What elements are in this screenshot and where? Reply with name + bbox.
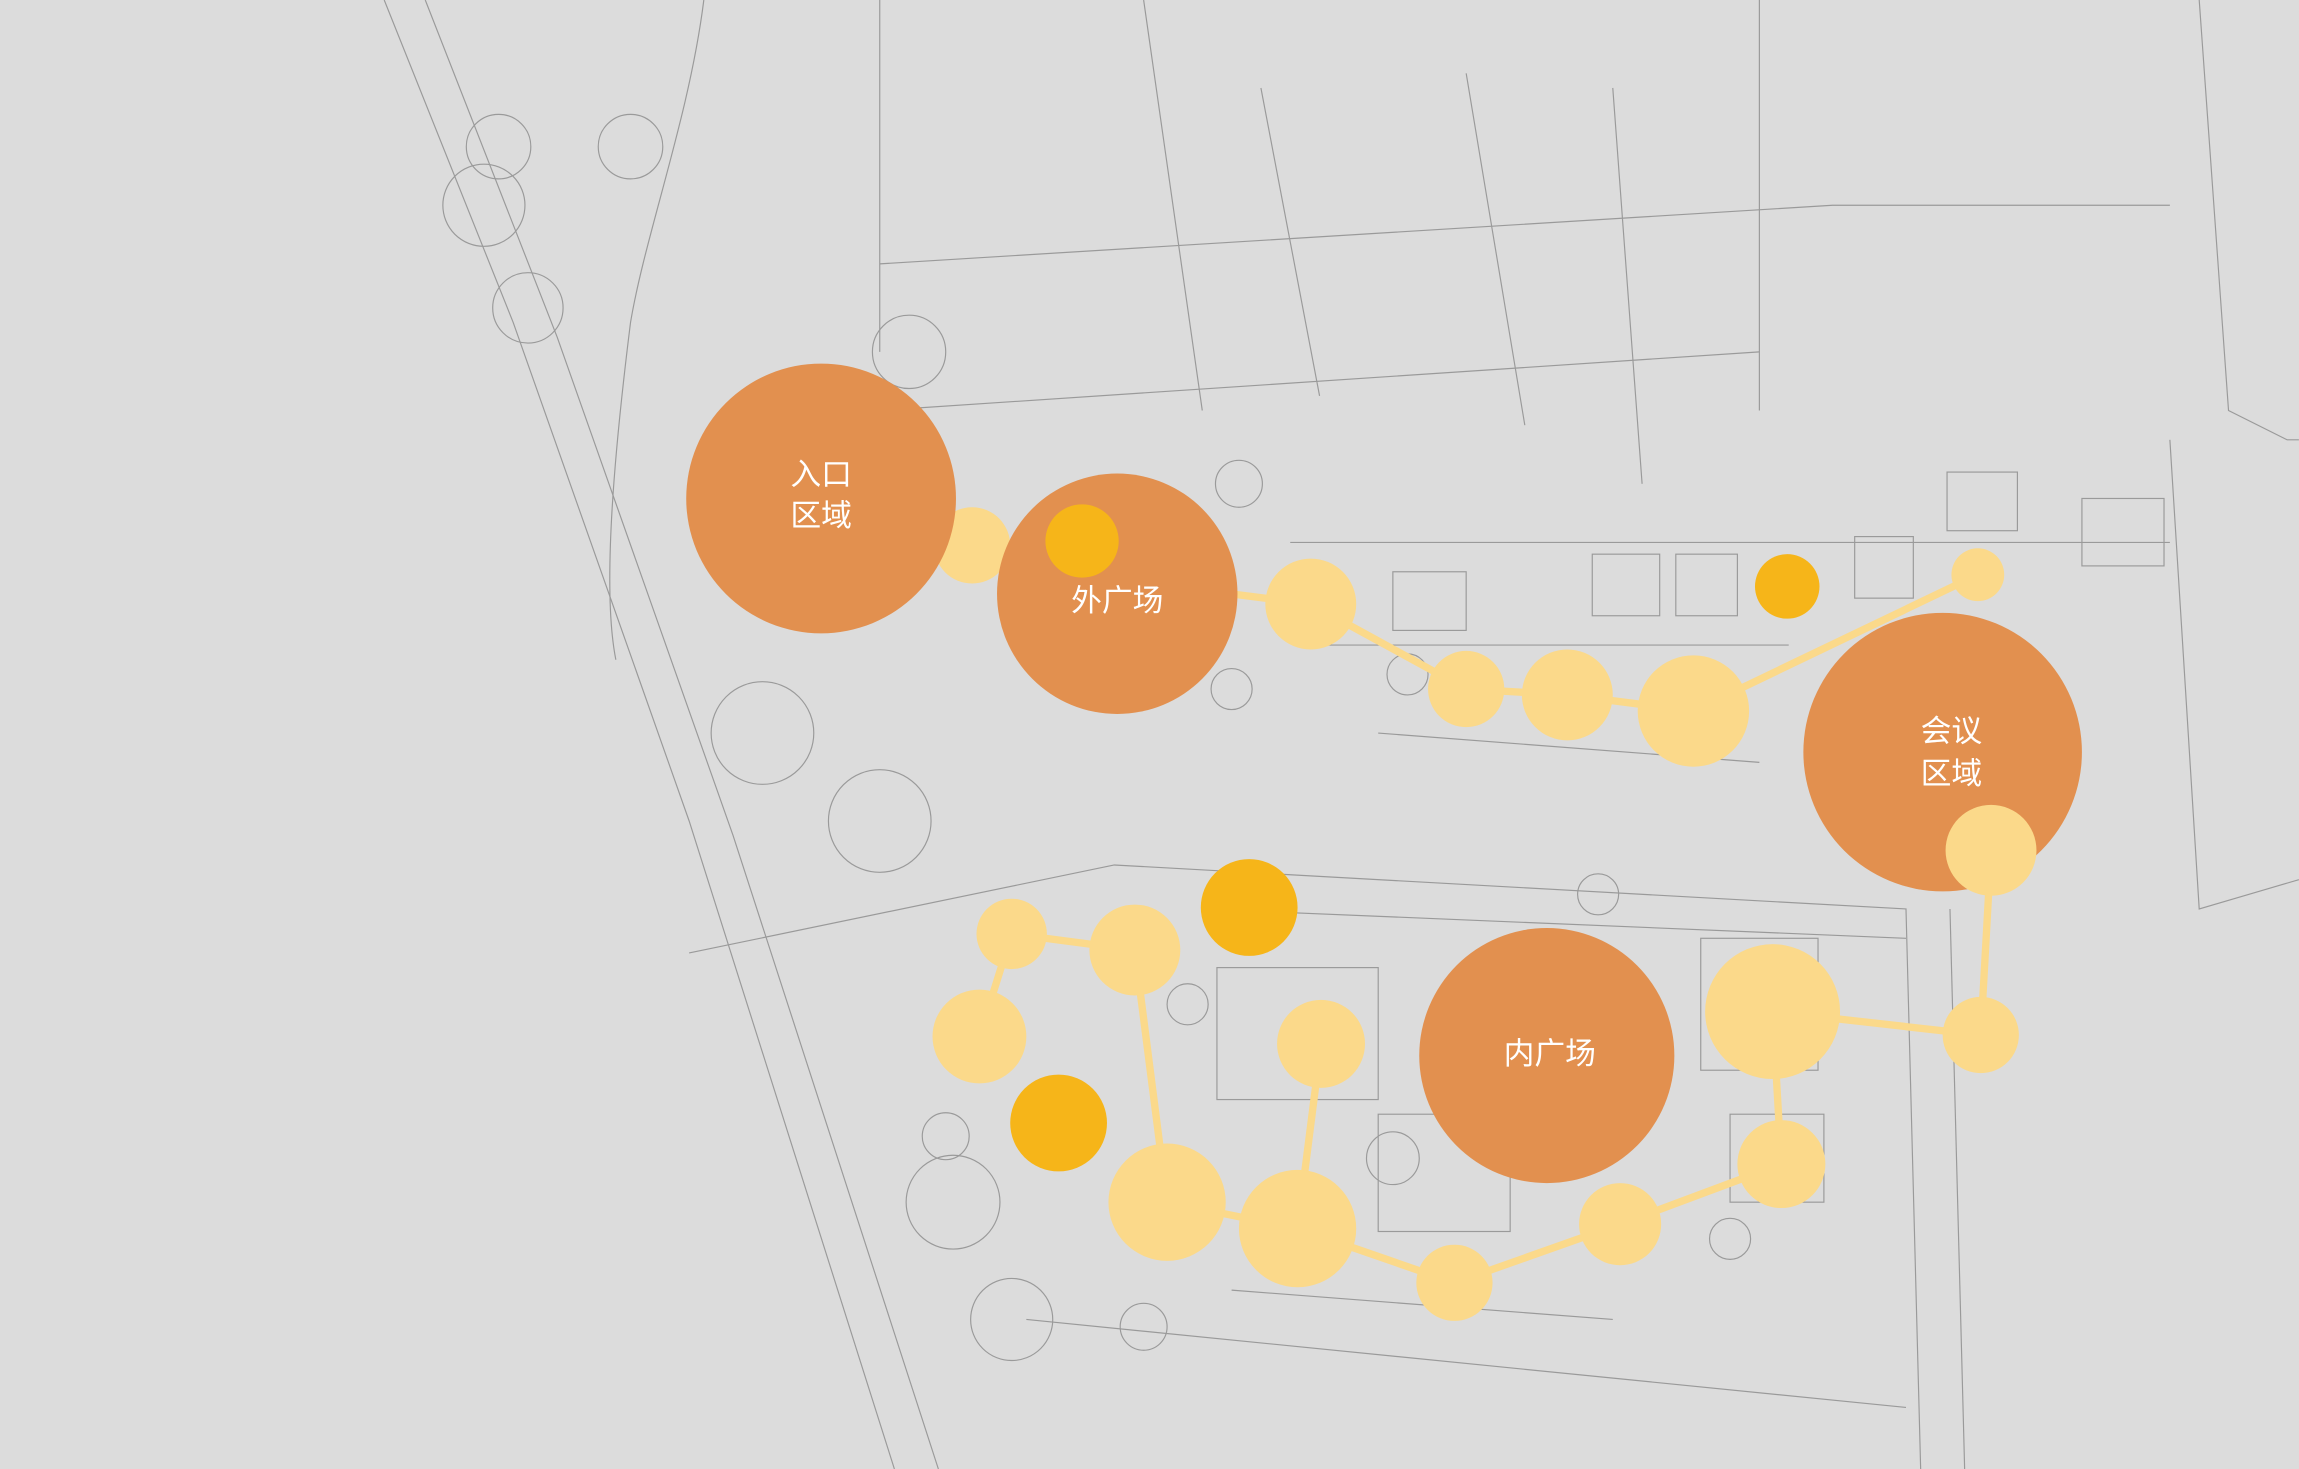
zone-label: 区域 <box>790 498 852 534</box>
zone-circle <box>1419 928 1675 1184</box>
node <box>1705 944 1841 1080</box>
zone-label: 外广场 <box>1071 583 1163 619</box>
key-node <box>1754 554 1820 619</box>
node <box>1428 650 1505 728</box>
node <box>1265 558 1357 650</box>
zone-circle <box>686 363 956 634</box>
zone-label: 区域 <box>1921 756 1983 792</box>
key-node <box>1010 1074 1107 1172</box>
zone-labels: 入口 区域 外广场 会议 区域 内广场 <box>790 457 1982 1072</box>
node <box>1637 655 1750 767</box>
key-node <box>1200 859 1298 956</box>
key-nodes <box>1010 504 1820 1172</box>
node <box>1951 548 2005 602</box>
node <box>1945 804 2037 896</box>
minor-nodes <box>932 507 2019 1321</box>
node <box>1521 649 1613 741</box>
zone-label: 会议 <box>1921 714 1983 750</box>
zone-label: 内广场 <box>1504 1036 1596 1072</box>
node <box>976 898 1047 970</box>
node <box>1737 1120 1826 1209</box>
node <box>1942 996 2019 1074</box>
node <box>932 989 1027 1084</box>
node <box>1238 1169 1357 1288</box>
node <box>1089 904 1181 996</box>
zone-circle <box>1803 612 2082 892</box>
node <box>1579 1183 1662 1266</box>
node <box>1108 1143 1226 1261</box>
node <box>1277 999 1366 1088</box>
node <box>1416 1244 1493 1321</box>
zone-label: 入口 <box>790 457 852 493</box>
key-node <box>1045 504 1119 578</box>
base-map <box>383 0 2299 1469</box>
